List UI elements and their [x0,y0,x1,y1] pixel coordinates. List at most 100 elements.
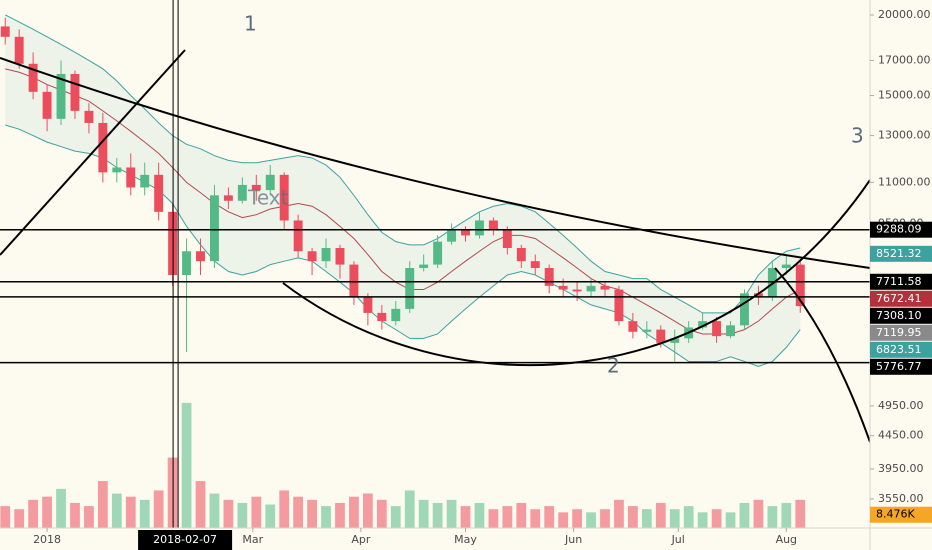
volume-bar [600,509,610,528]
candle-body [642,329,652,332]
volume-bar [767,506,778,528]
volume-bar [237,502,248,528]
candle-body [98,122,108,173]
volume-bar [641,509,652,528]
price-label: 9288.09 [876,223,922,236]
price-label-box [870,307,932,324]
volume-bar [725,512,736,528]
volume-bar [558,512,569,528]
y-tick-label: 3550.00 [878,492,924,505]
volume-bar [111,493,122,528]
candle-body [781,264,791,269]
x-tick-label: Aug [776,533,797,546]
volume-bar [181,402,192,528]
candle-body [419,264,429,269]
volume-bar [586,512,596,528]
candle-body [265,174,275,191]
volume-bar [84,506,94,528]
candle-body [363,297,373,313]
volume-bar [14,509,25,528]
volume-bar [460,506,471,528]
candle-body [698,321,708,328]
volume-bar [446,499,457,528]
x-tick-label: Apr [351,533,371,546]
candle-body [586,285,596,292]
volume-bar [362,493,373,528]
band-fill [5,14,801,367]
candle-body [70,73,80,111]
candle-body [14,36,24,64]
candle-body [237,184,247,201]
trend-line [0,49,186,256]
price-label-box [870,290,932,307]
volume-bar [293,496,304,528]
candle-body [293,220,303,252]
candle-body [154,174,164,212]
price-label-box [870,341,932,358]
x-tick-label: 2018 [33,533,61,546]
candle-body [321,248,331,262]
volume-bar [70,502,80,528]
volume-bar [42,496,52,528]
candle-body [530,261,540,269]
arc-curve [282,179,870,367]
candle-body [196,251,205,262]
price-label: 7711.58 [876,275,922,288]
x-tick-label: Jul [671,533,685,546]
volume-bar [697,512,708,528]
candle-body [600,285,610,290]
crosshair-label-box [138,530,233,550]
y-tick-label: 4450.00 [878,429,924,442]
candle-body [112,167,122,173]
candle-body [126,167,136,188]
y-tick-label: 20000.00 [878,8,931,21]
volume-bar [251,496,262,528]
candle-body [405,268,415,309]
candle-body [56,73,66,119]
price-label: 6823.51 [876,343,922,356]
volume-bar [572,509,582,528]
volume-bar [739,502,750,528]
candle-body [558,285,568,290]
volume-bar [28,499,39,528]
candle-body [335,248,345,265]
volume-bar [614,499,624,528]
y-tick-label: 13000.00 [878,129,931,142]
y-tick-label: 15000.00 [878,89,931,102]
candle-body [279,174,289,221]
band-mid [5,68,801,335]
y-tick-label: 4950.00 [878,399,924,412]
price-label: 8521.32 [876,247,922,260]
price-label: 7119.95 [876,326,922,339]
volume-bar [404,490,415,528]
volume-bar [683,506,694,528]
falling-curve [774,267,870,443]
volume-bar [153,490,164,528]
price-label-box [870,324,932,341]
candle-body [628,321,638,332]
candle-body [0,26,10,37]
annotation: 2 [607,354,620,378]
x-tick-label: Mar [242,533,263,546]
candle-body [614,289,624,322]
candle-body [740,293,749,326]
volume-bar [390,506,401,528]
candle-body [572,289,582,292]
price-label-box [870,273,932,290]
price-label-box [870,358,932,375]
volume-bar [655,502,666,528]
price-label-box [870,245,932,262]
candle-body [488,220,498,230]
volume-bar [544,506,555,528]
trend-curve [0,57,870,269]
candle-body [349,264,359,298]
volume-bar [628,506,638,528]
candle-body [516,248,526,262]
crosshair-label: 2018-02-07 [153,533,217,546]
candle-body [377,312,387,322]
volume-bar [335,502,345,528]
candle-body [307,251,317,262]
volume-bar [669,509,680,528]
volume-bar [753,499,764,528]
y-tick-label: 17000.00 [878,53,931,66]
